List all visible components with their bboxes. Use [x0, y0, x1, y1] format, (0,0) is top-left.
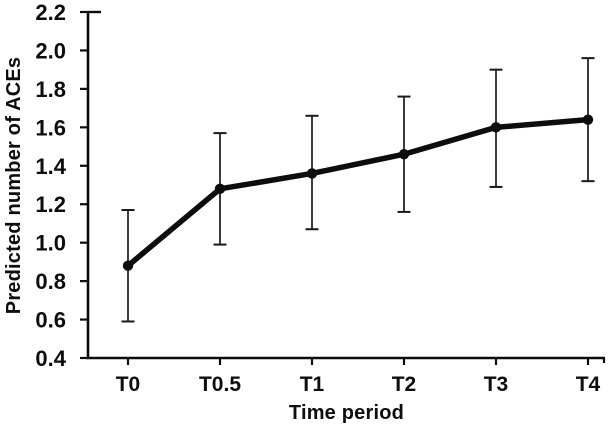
y-axis-title-area: Predicted number of ACEs	[3, 0, 27, 370]
y-tick-label: 0.8	[35, 269, 66, 294]
y-tick-label: 1.0	[35, 231, 66, 256]
trend-line	[125, 116, 591, 269]
x-tick-label: T0.5	[199, 373, 241, 396]
data-point	[122, 260, 134, 271]
y-tick-label: 0.6	[35, 308, 66, 333]
data-point	[398, 149, 410, 160]
data-point	[306, 168, 318, 179]
y-tick-label: 2.2	[35, 0, 66, 25]
y-tick-label: 1.4	[35, 154, 66, 179]
y-tick-label: 2.0	[35, 38, 66, 63]
axis-spines	[86, 12, 605, 360]
y-tick-label: 0.4	[35, 346, 66, 371]
x-tick-label: T2	[392, 373, 417, 396]
x-tick-label: T4	[576, 373, 601, 396]
y-tick-label: 1.2	[35, 192, 66, 217]
x-tick-label: T0	[116, 373, 141, 396]
x-tick-label: T3	[484, 373, 509, 396]
data-point	[582, 114, 594, 125]
x-tick-label: T1	[300, 373, 325, 396]
data-point	[490, 122, 502, 133]
y-tick-label: 1.6	[35, 115, 66, 140]
y-axis-title: Predicted number of ACEs	[3, 56, 26, 314]
x-axis-title: Time period	[288, 402, 405, 424]
x-axis-title-area: Time period	[88, 402, 605, 425]
data-point	[214, 183, 226, 195]
y-tick-label: 1.8	[35, 77, 66, 102]
